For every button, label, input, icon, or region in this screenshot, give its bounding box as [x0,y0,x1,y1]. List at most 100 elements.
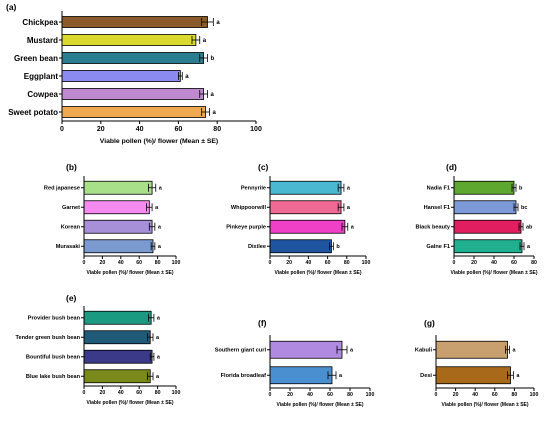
tick-label: 60 [325,260,331,266]
tick-label: 40 [118,260,124,266]
tick-label: 40 [136,126,144,133]
chart-panel-d: (d) b Nadia F1 bc Hansel F1 ab Black beauty a Ga… [415,162,537,276]
panel-label: (c) [258,162,269,172]
significance-letter: a [351,225,355,231]
tick-label: 0 [435,392,438,398]
panel-label: (d) [446,162,457,172]
bar [269,340,343,359]
bar [435,340,508,359]
significance-letter: a [157,355,161,361]
significance-letter: a [513,348,517,354]
significance-letter: a [156,335,160,341]
tick-label: 100 [250,126,262,133]
panel-label: (e) [66,293,77,303]
significance-letter: a [516,373,520,379]
category-label: Provider bush bean [28,316,81,322]
tick-label: 40 [306,260,312,266]
tick-label: 60 [327,392,333,398]
tick-label: 0 [83,390,86,396]
category-label: Dixilee [248,244,266,250]
bar [61,106,206,118]
x-axis-label: Viable pollen (%)/ flower (Mean ± SE) [86,400,173,406]
category-label: Murasaki [56,244,81,250]
bar [83,310,152,325]
tick-label: 20 [287,392,293,398]
significance-letter: a [339,373,343,379]
tick-label: 100 [366,392,375,398]
significance-letter: ab [526,225,533,231]
chart-panel-a: (a) a Chickpea a Mustard b Green bean a Eggplant… [6,2,262,145]
x-axis-label: Viable pollen (%)/ flower (Mean ± SE) [276,402,363,408]
bar [453,219,522,234]
tick-label: 20 [471,260,477,266]
tick-label: 40 [491,260,497,266]
significance-letter: a [155,205,159,211]
bar [269,366,333,385]
panel-label: (b) [66,162,77,172]
chart-panel-e: (e) a Provider bush bean a Tender green bush… [15,293,180,406]
category-label: Pinkeye purple [226,225,266,231]
chart-panel-c: (c) a Pennyrile a Whippoorwill a Pinkeye purpl… [226,162,370,276]
tick-label: 0 [269,392,272,398]
category-label: Galne F1 [426,244,450,250]
tick-label: 0 [269,260,272,266]
bar [269,219,346,234]
category-label: Black beauty [415,225,450,231]
tick-label: 80 [155,260,161,266]
bar [269,239,332,254]
chart-panel-f: (f) a Southern giant curl a Florida broadlea… [215,318,375,408]
tick-label: 80 [344,260,350,266]
bar [453,180,515,195]
bar [83,200,150,215]
tick-label: 40 [307,392,313,398]
x-axis-label: Viable pollen (%)/ flower (Mean ± SE) [86,270,173,276]
category-label: Red japanese [44,186,80,192]
significance-letter: a [185,74,189,80]
tick-label: 20 [453,392,459,398]
tick-label: 0 [60,126,64,133]
category-label: Hansel F1 [424,205,450,211]
chart-panel-b: (b) a Red japanese a Garnet a Korean a Murasaki 0… [44,162,181,276]
significance-letter: b [211,56,215,62]
significance-letter: a [158,244,162,250]
significance-letter: a [211,92,215,98]
bar [83,369,151,384]
significance-letter: b [336,244,340,250]
bar [61,70,181,82]
significance-letter: a [347,186,351,192]
tick-label: 100 [362,260,371,266]
x-axis-label: Viable pollen (%)/ flower (Mean ± SE) [274,270,361,276]
panel-label: (f) [258,318,267,328]
tick-label: 60 [511,260,517,266]
bar [83,219,153,234]
bar [453,239,523,254]
significance-letter: bc [521,205,527,211]
x-axis-label: Viable pollen (%)/ flower (Mean ± SE) [100,138,218,145]
significance-letter: b [519,186,523,192]
bar [61,34,197,46]
category-label: Eggplant [24,72,59,81]
panel-label: (a) [6,2,17,12]
tick-label: 20 [100,390,106,396]
tick-label: 20 [97,126,105,133]
bar [269,200,342,215]
category-label: Nadia F1 [427,186,450,192]
bar [453,200,517,215]
tick-label: 80 [155,390,161,396]
category-label: Blue lake bush bean [26,374,81,380]
x-axis-label: Viable pollen (%)/ flower (Mean ± SE) [441,402,528,408]
significance-letter: a [216,20,220,26]
bar [435,366,511,385]
tick-label: 100 [172,390,181,396]
significance-letter: a [156,374,160,380]
significance-letter: a [157,316,161,322]
category-label: Whippoorwill [231,205,267,211]
tick-label: 20 [100,260,106,266]
significance-letter: a [159,186,163,192]
significance-letter: a [212,110,216,116]
category-label: Southern giant curl [215,348,267,354]
category-label: Cowpea [27,90,58,99]
bar [269,180,342,195]
